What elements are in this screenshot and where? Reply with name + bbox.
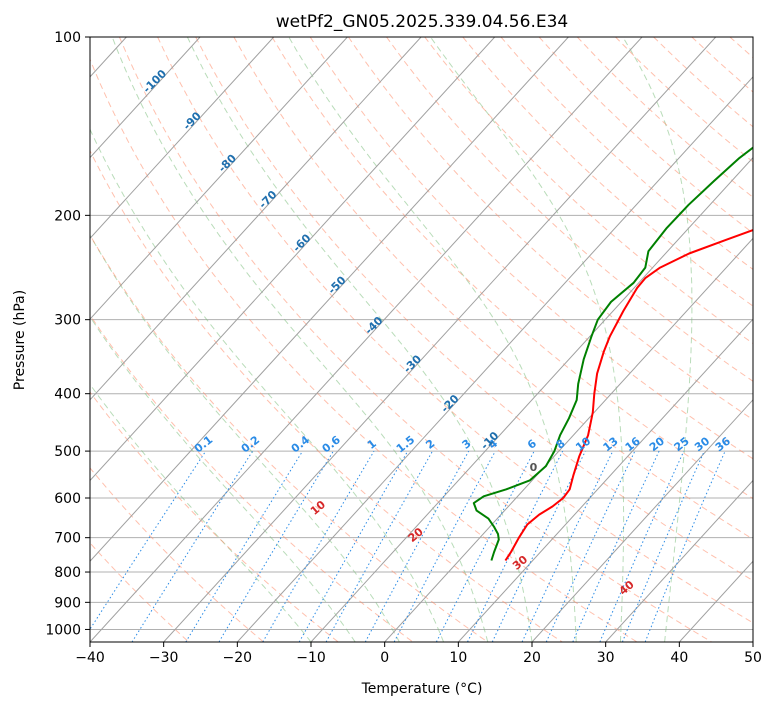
isotherm-line [90,37,348,320]
isotherm-line [457,318,753,642]
y-tick-label: 900 [54,595,81,611]
mixing-ratio-line [644,450,726,642]
y-tick-label: 500 [54,444,81,460]
isotherm-line [90,37,422,401]
dry-adiabat-line [233,37,753,540]
x-tick-label: 20 [523,650,541,666]
isotherm-line [90,37,201,159]
moist-adiabat-line [622,37,693,642]
chart-title: wetPf2_GN05.2025.339.04.56.E34 [276,12,568,32]
x-tick-label: 10 [449,650,467,666]
x-tick-label: 40 [670,650,688,666]
isotherm-line [236,76,753,642]
dry-adiabat-line [90,234,488,642]
isotherm-line [531,399,753,642]
mixing-ratio-line [572,450,660,642]
dry-adiabat-line [309,37,753,460]
dewpoint-line [472,146,753,561]
isotherm-line [310,156,753,642]
mixing-ratio-line [90,450,207,631]
dry-adiabat-line [90,467,264,642]
moist-adiabat-line [90,128,445,642]
x-tick-label: 0 [380,650,389,666]
mixing-ratio-line [364,450,470,642]
mixing-ratio-line [599,450,685,642]
mixing-ratio-line [131,450,254,642]
moist-adiabat-line [90,315,356,642]
mixing-ratio-line [467,450,564,642]
x-tick-label: 50 [744,650,762,666]
temperature-line [504,228,753,562]
isotherm-line [90,37,569,563]
isotherm-line [605,479,753,642]
x-tick-label: −20 [223,650,253,666]
moist-adiabat-line [186,37,533,642]
mixing-ratio-line [185,450,304,642]
moist-adiabat-line [111,37,489,642]
y-tick-label: 700 [54,531,81,547]
sounding-series [472,146,753,562]
moist-adiabat-line [430,37,625,642]
dry-adiabat-line [90,58,638,642]
y-tick-label: 200 [54,208,81,224]
moist-adiabat-line [90,234,400,642]
mixing-ratio-line [393,450,496,642]
y-tick-label: 100 [54,30,81,46]
dry-adiabat-line [157,37,753,624]
isotherms [90,37,753,642]
plot-frame [89,36,754,643]
isotherm-line [163,37,717,642]
y-tick-label: 300 [54,313,81,329]
dry-adiabat-line [271,37,753,500]
mixing-ratio-line [325,450,433,642]
x-tick-label: −40 [75,650,105,666]
isotherm-line [90,37,643,642]
axis-ticks: −40 −30 −20 −10 0 10 20 30 40 5010009008007006005… [45,30,762,666]
dry-adiabat-line [347,37,753,421]
mixing-ratio-line [621,450,705,642]
isotherm-line [90,37,275,240]
dry-adiabat-line [195,37,753,582]
y-axis-label: Pressure (hPa) [12,290,28,390]
x-axis-label: Temperature (°C) [361,681,483,697]
y-tick-label: 600 [54,491,81,507]
y-tick-label: 1000 [45,622,81,638]
dry-adiabat-line [90,149,563,642]
dry-adiabat-line [462,37,753,307]
x-tick-label: −30 [149,650,179,666]
isotherm-line [384,237,753,642]
zero-label: 0 [530,461,538,474]
isotherm-line [90,37,496,482]
moist-adiabats [90,37,693,642]
x-tick-label: 30 [597,650,615,666]
mixing-ratio-lines [90,450,726,642]
y-tick-label: 400 [54,387,81,403]
x-tick-label: −10 [296,650,326,666]
moist-adiabat-line [288,37,577,642]
y-tick-label: 800 [54,565,81,581]
dry-adiabats [90,37,753,642]
